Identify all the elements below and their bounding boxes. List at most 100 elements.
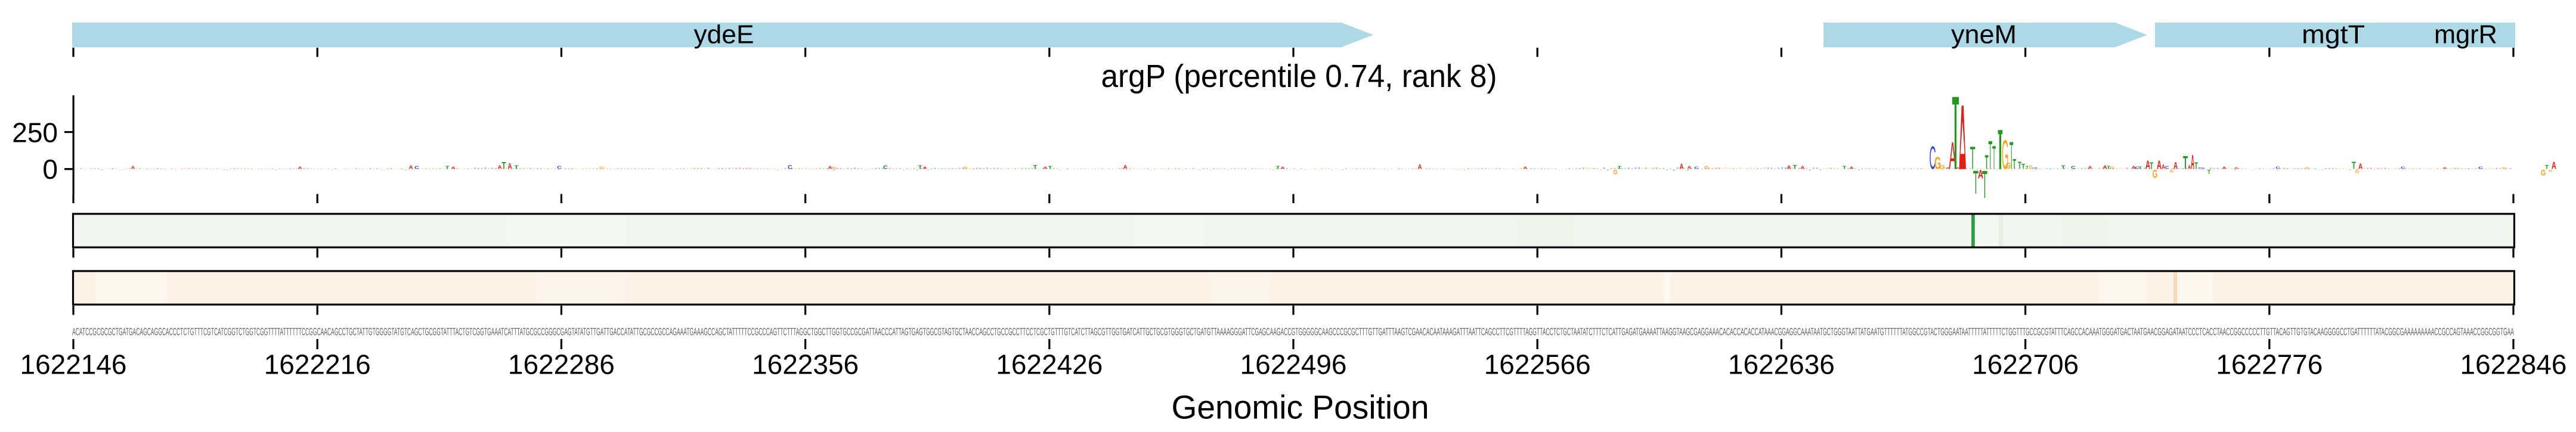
- svg-text:T: T: [1048, 166, 1052, 170]
- svg-text:yneM: yneM: [1951, 20, 2017, 49]
- svg-text:T: T: [2138, 166, 2142, 170]
- svg-text:A: A: [2442, 167, 2447, 170]
- svg-text:A: A: [828, 165, 832, 170]
- svg-text:A: A: [1043, 166, 1047, 170]
- svg-text:A: A: [451, 166, 455, 170]
- svg-text:T: T: [2061, 165, 2066, 170]
- svg-text:G: G: [832, 166, 837, 170]
- svg-text:A: A: [131, 165, 135, 170]
- svg-text:A: A: [1687, 165, 1691, 170]
- svg-text:G: G: [2153, 169, 2158, 181]
- svg-text:G: G: [2305, 167, 2310, 170]
- svg-text:G: G: [2002, 131, 2009, 178]
- svg-text:A: A: [1978, 167, 1983, 181]
- svg-text:C: C: [2478, 166, 2483, 170]
- svg-text:1622706: 1622706: [1972, 349, 2079, 380]
- svg-text:A: A: [2103, 164, 2107, 170]
- svg-text:T: T: [1973, 163, 1979, 201]
- svg-text:T: T: [2194, 160, 2198, 171]
- svg-text:T: T: [1982, 164, 1987, 207]
- svg-text:T: T: [2183, 153, 2188, 173]
- svg-text:argP (percentile 0.74, rank 8): argP (percentile 0.74, rank 8): [1101, 58, 1497, 94]
- svg-text:A: A: [1417, 164, 1422, 171]
- svg-text:1622286: 1622286: [508, 349, 615, 380]
- svg-text:1622216: 1622216: [264, 349, 371, 380]
- svg-text:A: A: [1949, 135, 1956, 178]
- svg-text:T: T: [1617, 166, 1621, 170]
- svg-text:A: A: [2145, 158, 2150, 172]
- svg-text:1622496: 1622496: [1240, 349, 1347, 380]
- svg-text:ydeE: ydeE: [694, 20, 754, 49]
- svg-text:Genomic Position: Genomic Position: [1172, 388, 1429, 425]
- svg-text:A: A: [507, 161, 512, 171]
- svg-text:1622636: 1622636: [1728, 349, 1835, 380]
- svg-text:T: T: [1992, 140, 1996, 176]
- svg-text:T: T: [514, 165, 519, 170]
- svg-text:T: T: [1275, 166, 1280, 170]
- svg-text:A: A: [1787, 164, 1791, 170]
- svg-text:C: C: [2202, 167, 2205, 170]
- svg-text:250: 250: [12, 117, 58, 148]
- svg-text:T: T: [2352, 160, 2356, 171]
- svg-text:1622146: 1622146: [20, 349, 127, 380]
- svg-text:T: T: [918, 165, 922, 170]
- svg-text:A: A: [1523, 166, 1527, 170]
- svg-text:A: A: [2088, 165, 2092, 170]
- svg-text:C: C: [2165, 165, 2169, 170]
- svg-text:A: A: [1849, 166, 1853, 170]
- svg-text:C: C: [2199, 167, 2202, 170]
- svg-text:mgtT: mgtT: [2302, 20, 2365, 49]
- svg-text:C: C: [788, 164, 792, 170]
- svg-text:C: C: [2035, 167, 2038, 170]
- svg-text:T: T: [2012, 156, 2016, 172]
- svg-text:A: A: [2191, 152, 2194, 174]
- svg-text:T: T: [1842, 166, 1846, 170]
- svg-text:G: G: [2355, 169, 2359, 174]
- svg-text:A: A: [2188, 164, 2191, 170]
- svg-text:A: A: [2234, 167, 2238, 170]
- svg-text:C: C: [2275, 166, 2280, 170]
- svg-text:T: T: [2018, 160, 2022, 170]
- svg-text:C: C: [883, 165, 888, 171]
- svg-text:0: 0: [42, 154, 58, 185]
- svg-text:G: G: [2006, 161, 2011, 171]
- svg-text:A: A: [2131, 165, 2135, 170]
- svg-text:G: G: [599, 166, 604, 170]
- svg-text:A: A: [1956, 167, 1959, 170]
- svg-text:G: G: [2170, 169, 2174, 173]
- svg-text:1622566: 1622566: [1484, 349, 1591, 380]
- svg-text:G: G: [963, 166, 968, 170]
- svg-text:A: A: [2552, 160, 2556, 172]
- svg-text:G: G: [1704, 165, 1709, 170]
- svg-text:T: T: [1792, 164, 1797, 171]
- svg-text:A: A: [298, 166, 302, 170]
- svg-text:G: G: [2541, 168, 2546, 177]
- svg-text:G: G: [1939, 164, 1945, 171]
- svg-text:A: A: [2157, 158, 2162, 172]
- svg-text:C: C: [557, 166, 562, 170]
- svg-text:A: A: [1800, 165, 1804, 170]
- svg-text:G: G: [2029, 165, 2033, 170]
- svg-text:A: A: [922, 166, 927, 170]
- svg-text:T: T: [2150, 160, 2154, 171]
- svg-text:T: T: [1033, 164, 1038, 171]
- svg-text:T: T: [2010, 134, 2014, 178]
- svg-text:G: G: [1613, 169, 1618, 176]
- svg-text:G: G: [2549, 170, 2553, 173]
- svg-text:T: T: [1970, 141, 1975, 176]
- svg-text:A: A: [2162, 164, 2165, 171]
- svg-text:T: T: [1988, 133, 1992, 178]
- svg-text:A: A: [2222, 166, 2226, 170]
- svg-text:T: T: [2021, 163, 2025, 171]
- svg-text:A: A: [2174, 160, 2178, 171]
- svg-text:T: T: [445, 166, 449, 170]
- svg-text:T: T: [2207, 169, 2210, 175]
- svg-text:1622426: 1622426: [996, 349, 1103, 380]
- svg-text:A: A: [1679, 163, 1683, 171]
- svg-text:1622846: 1622846: [2460, 349, 2567, 380]
- svg-text:C: C: [2401, 166, 2405, 170]
- svg-text:A: A: [1123, 164, 1127, 171]
- svg-text:T: T: [2026, 165, 2029, 170]
- svg-text:A: A: [1280, 166, 1284, 170]
- svg-text:C: C: [2071, 166, 2076, 170]
